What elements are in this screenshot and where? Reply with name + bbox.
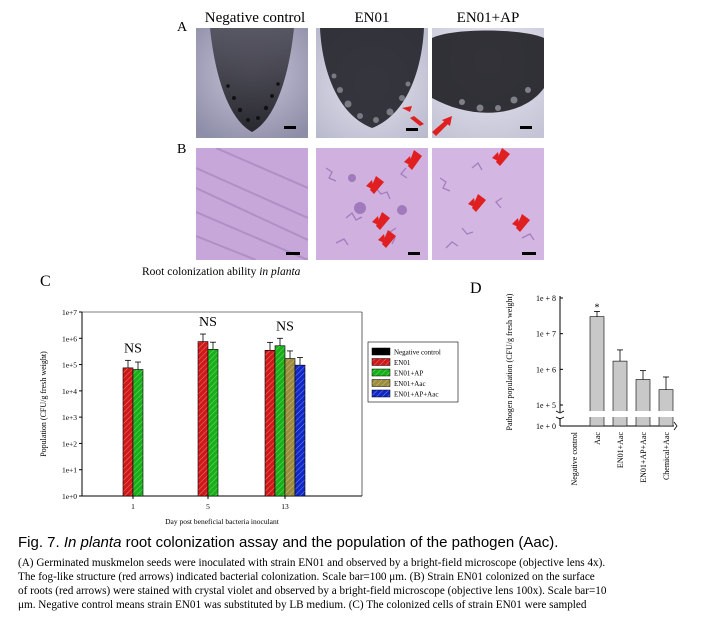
y-tick-label: 1e+6: [62, 334, 77, 343]
legend-label: EN01+Aac: [394, 380, 426, 388]
micrograph-a-en01: [316, 28, 428, 138]
bar-en01: [122, 367, 134, 497]
legend-swatch: [371, 347, 391, 356]
y-tick-label: 1e + 8: [536, 294, 556, 303]
caption-line: (A) Germinated muskmelon seeds were inoc…: [18, 557, 606, 569]
header-en01-ap: EN01+AP: [456, 10, 520, 26]
y-tick-label: 1e+3: [62, 413, 77, 422]
ns-annotation: NS: [276, 319, 294, 334]
header-en01: EN01: [354, 10, 390, 26]
x-tick-label: 1: [131, 502, 135, 511]
x-tick-label: Chemical+Aac: [662, 432, 671, 480]
panel-b-label: B: [177, 142, 187, 157]
bar-en01-ap-aac: [294, 364, 306, 497]
significance-marker: *: [595, 302, 600, 313]
ns-annotation: NS: [199, 315, 217, 330]
legend-swatch: [371, 389, 391, 398]
x-tick-label: EN01+Aac: [616, 432, 625, 469]
caption-body: (A) Germinated muskmelon seeds were inoc…: [18, 556, 718, 612]
bar-break-gap: [635, 411, 651, 417]
bar-break-gap: [612, 411, 628, 417]
panel-c-title-italic: in planta: [259, 266, 301, 278]
micrograph-b-negative-control: [196, 148, 308, 260]
y-tick-label: 1e+1: [62, 466, 77, 475]
bar-aac: [589, 316, 605, 427]
legend-swatch: [371, 358, 391, 366]
y-tick-label: 1e + 5: [536, 401, 556, 410]
chart-pathogen-population: 1e + 0 1e + 5 1e + 6 1e + 7 1e + 8 Pathogen p…: [505, 293, 678, 486]
micrograph-b-en01-ap: [432, 148, 544, 260]
y-axis-label: Population (CFU/g fresh weight): [39, 351, 48, 457]
panel-a-label: A: [177, 20, 188, 35]
x-tick-label: EN01+AP+Aac: [639, 432, 648, 483]
legend-swatch: [371, 368, 391, 377]
x-axis-end-break: [673, 421, 678, 431]
legend-label: EN01+AP+Aac: [394, 391, 438, 399]
legend-label: EN01+AP: [394, 370, 423, 378]
panel-c-title-prefix: Root colonization ability: [142, 266, 260, 278]
y-axis-label: Pathogen population (CFU/g fresh weight): [505, 293, 514, 430]
panel-c-label: C: [40, 273, 51, 290]
panel-c-title: Root colonization ability in planta: [142, 266, 300, 278]
y-tick-label: 1e+2: [62, 439, 77, 448]
caption-line: The fog-like structure (red arrows) indi…: [18, 571, 595, 583]
y-tick-label: 1e+7: [62, 308, 77, 317]
bar-en01-ap: [132, 369, 144, 497]
micrograph-b-en01: [316, 148, 428, 260]
bar-break-gap: [658, 411, 674, 417]
bar-en01: [197, 341, 209, 497]
caption-title: Fig. 7. In planta root colonization assa…: [18, 534, 558, 551]
x-tick-label: Aac: [593, 432, 602, 445]
caption-fig-label: Fig. 7.: [18, 534, 64, 551]
bar-en01-ap-aac: [635, 379, 651, 427]
ns-annotation: NS: [124, 341, 142, 356]
caption-title-rest: root colonization assay and the populati…: [121, 534, 559, 551]
bar-chemical-aac: [658, 389, 674, 427]
caption-line: of roots (red arrows) were stained with …: [18, 585, 607, 597]
x-tick-label: 13: [281, 502, 289, 511]
y-tick-label: 1e + 6: [536, 365, 556, 374]
caption-title-italic: In planta: [63, 534, 122, 551]
bar-break-gap: [589, 411, 605, 417]
legend-label: EN01: [394, 359, 411, 367]
micrograph-a-en01-ap: [432, 28, 544, 138]
micrograph-a-negative-control: [196, 28, 308, 138]
bar-en01-ap: [207, 349, 219, 497]
axis-break: [555, 410, 565, 420]
bar-en01-aac: [284, 358, 296, 497]
chart-root-colonization: 1e+0 1e+1 1e+2 1e+3 1e+4 1e+5 1e+6 1e+7 Populati…: [39, 308, 459, 526]
y-tick-label: 1e + 0: [536, 422, 556, 431]
x-axis-label: Day post beneficial bacteria inoculant: [165, 517, 280, 526]
bar-en01: [264, 349, 276, 497]
header-negative-control: Negative control: [204, 10, 306, 26]
y-tick-label: 1e+4: [62, 387, 77, 396]
y-tick-label: 1e+0: [62, 492, 77, 501]
y-tick-label: 1e+5: [62, 361, 77, 370]
x-tick-label: 5: [206, 502, 210, 511]
x-tick-label: Negative control: [570, 431, 579, 485]
y-tick-label: 1e + 7: [536, 330, 556, 339]
bar-en01-ap: [274, 345, 286, 497]
legend-swatch: [371, 379, 391, 387]
legend-label: Negative control: [394, 349, 441, 357]
caption-line: μm. Negative control means strain EN01 w…: [18, 599, 587, 611]
panel-d-label: D: [470, 280, 482, 297]
